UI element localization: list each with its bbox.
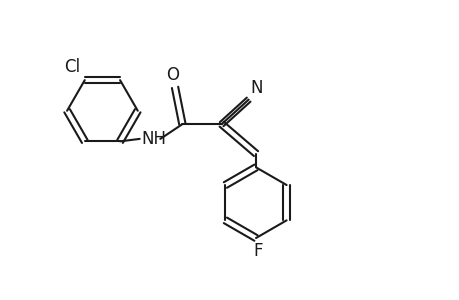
Text: N: N <box>250 79 263 97</box>
Text: F: F <box>253 242 263 260</box>
Text: NH: NH <box>141 130 166 148</box>
Text: Cl: Cl <box>63 58 80 76</box>
Text: O: O <box>166 66 179 84</box>
